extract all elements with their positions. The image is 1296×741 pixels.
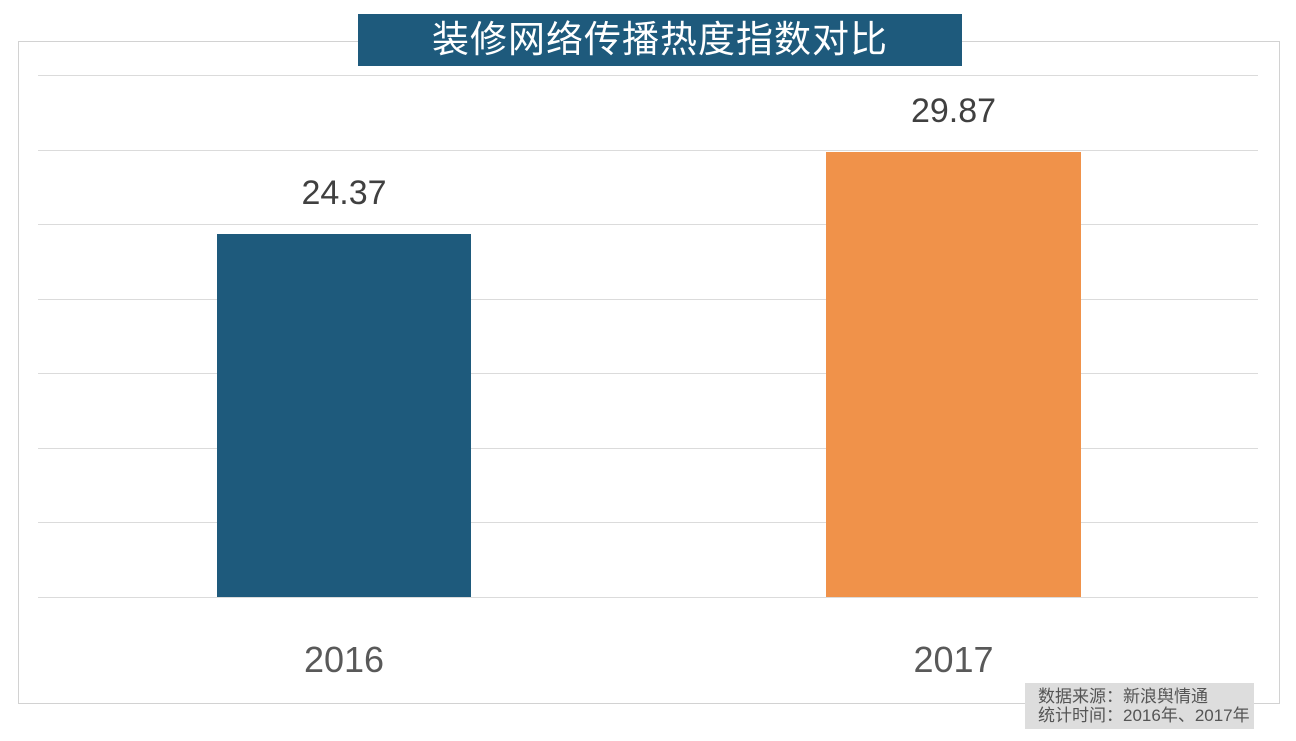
category-label-2017: 2017	[913, 639, 994, 680]
value-label-2017: 29.87	[910, 92, 997, 131]
bar-2017[interactable]	[826, 151, 1081, 597]
source-note: 数据来源：新浪舆情通 统计时间：2016年、2017年	[1025, 683, 1254, 729]
bar-2016[interactable]	[217, 233, 471, 597]
gridline	[38, 149, 1258, 151]
gridline	[38, 298, 1258, 300]
plot-area: 24.37 2016 29.87 2017	[38, 75, 1258, 680]
gridline	[38, 447, 1258, 449]
source-note-line1: 数据来源：新浪舆情通	[1038, 687, 1208, 706]
gridline	[38, 224, 1258, 226]
category-label-2016: 2016	[303, 639, 385, 680]
gridline	[38, 75, 1258, 76]
bar-group-2017: 29.87 2017	[826, 75, 1081, 680]
bar-group-2016: 24.37 2016	[217, 75, 471, 680]
gridline	[38, 373, 1258, 375]
value-label-2016: 24.37	[301, 174, 387, 213]
source-note-line2: 统计时间：2016年、2017年	[1038, 706, 1250, 725]
gridline	[38, 597, 1258, 598]
gridline	[38, 522, 1258, 524]
chart-title: 装修网络传播热度指数对比	[358, 14, 962, 66]
